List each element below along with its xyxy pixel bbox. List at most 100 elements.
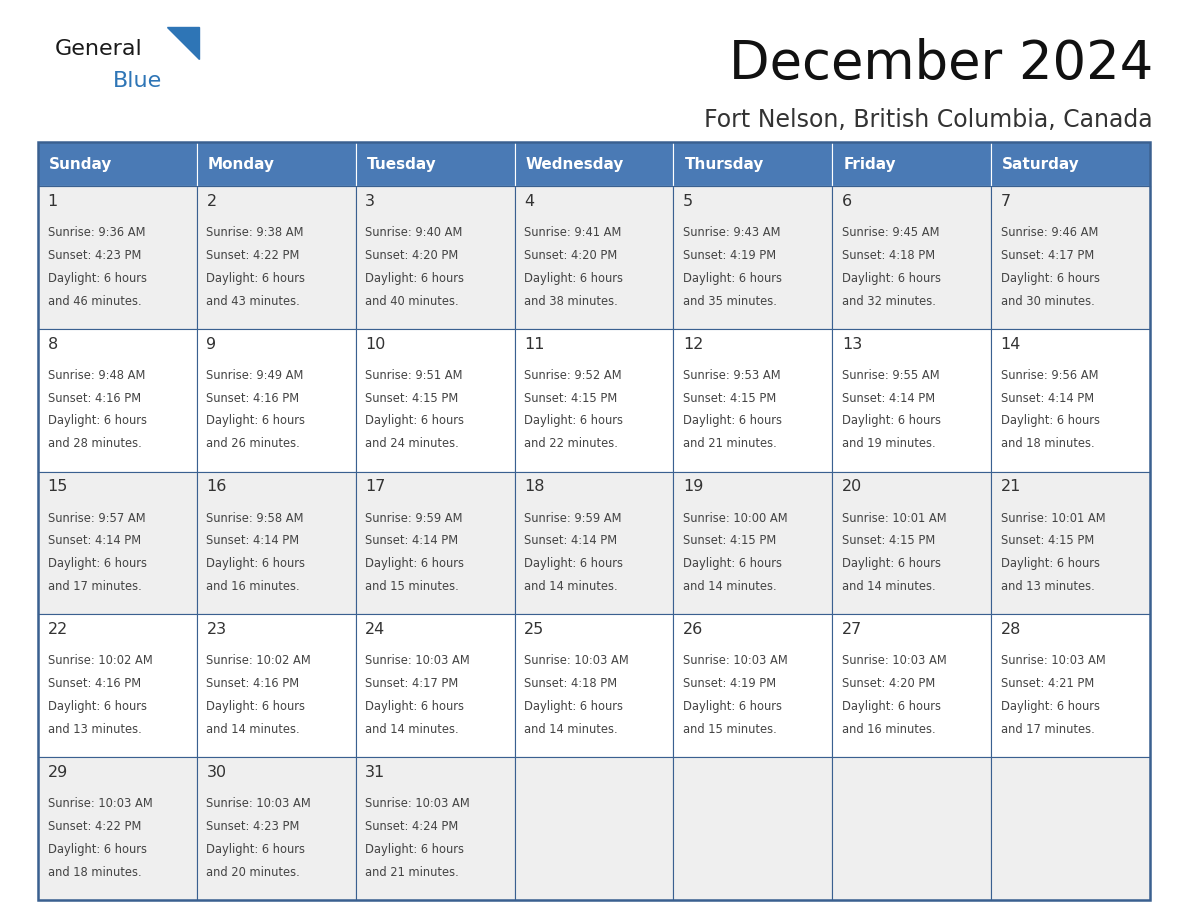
Bar (833, 142, 991, 186)
Text: and 19 minutes.: and 19 minutes. (842, 437, 935, 451)
Bar (514, 329, 674, 472)
Bar (197, 614, 355, 757)
Text: Sunset: 4:18 PM: Sunset: 4:18 PM (842, 249, 935, 262)
Text: and 14 minutes.: and 14 minutes. (524, 580, 618, 593)
Bar (197, 329, 355, 472)
Text: and 18 minutes.: and 18 minutes. (48, 866, 141, 879)
Text: and 38 minutes.: and 38 minutes. (524, 295, 618, 308)
Text: Daylight: 6 hours: Daylight: 6 hours (842, 415, 941, 428)
Text: General: General (55, 39, 143, 59)
Bar (355, 329, 514, 472)
Bar (355, 186, 514, 329)
Text: Sunrise: 9:53 AM: Sunrise: 9:53 AM (683, 369, 781, 382)
Bar (38, 614, 197, 757)
Text: Sunset: 4:22 PM: Sunset: 4:22 PM (207, 249, 299, 262)
Text: and 21 minutes.: and 21 minutes. (365, 866, 459, 879)
Text: Daylight: 6 hours: Daylight: 6 hours (524, 700, 623, 713)
Text: Daylight: 6 hours: Daylight: 6 hours (524, 272, 623, 285)
Bar (674, 329, 833, 472)
Bar (833, 186, 991, 329)
Text: Sunrise: 10:03 AM: Sunrise: 10:03 AM (48, 797, 152, 811)
Text: Sunrise: 10:03 AM: Sunrise: 10:03 AM (842, 655, 947, 667)
Text: Daylight: 6 hours: Daylight: 6 hours (1000, 272, 1100, 285)
Text: 9: 9 (207, 337, 216, 352)
Text: and 21 minutes.: and 21 minutes. (683, 437, 777, 451)
Text: Sunrise: 9:36 AM: Sunrise: 9:36 AM (48, 226, 145, 239)
Text: Sunset: 4:16 PM: Sunset: 4:16 PM (48, 392, 140, 405)
Bar (674, 472, 833, 614)
Text: 2: 2 (207, 194, 216, 209)
Text: Tuesday: Tuesday (367, 156, 436, 172)
Text: Daylight: 6 hours: Daylight: 6 hours (365, 557, 465, 570)
Text: Sunset: 4:15 PM: Sunset: 4:15 PM (365, 392, 459, 405)
Text: Daylight: 6 hours: Daylight: 6 hours (683, 272, 782, 285)
Text: Sunset: 4:20 PM: Sunset: 4:20 PM (365, 249, 459, 262)
Text: and 30 minutes.: and 30 minutes. (1000, 295, 1094, 308)
Text: Sunset: 4:19 PM: Sunset: 4:19 PM (683, 677, 776, 690)
Text: and 18 minutes.: and 18 minutes. (1000, 437, 1094, 451)
Text: Daylight: 6 hours: Daylight: 6 hours (683, 557, 782, 570)
Text: and 14 minutes.: and 14 minutes. (207, 723, 301, 736)
Text: and 15 minutes.: and 15 minutes. (683, 723, 777, 736)
Text: and 35 minutes.: and 35 minutes. (683, 295, 777, 308)
Text: and 14 minutes.: and 14 minutes. (683, 580, 777, 593)
Bar (197, 142, 355, 186)
Text: Sunrise: 9:56 AM: Sunrise: 9:56 AM (1000, 369, 1098, 382)
Text: and 13 minutes.: and 13 minutes. (1000, 580, 1094, 593)
Text: 21: 21 (1000, 479, 1020, 495)
Bar (38, 186, 197, 329)
Bar (38, 142, 1150, 900)
Text: Sunrise: 10:02 AM: Sunrise: 10:02 AM (207, 655, 311, 667)
Text: and 14 minutes.: and 14 minutes. (365, 723, 459, 736)
Text: Daylight: 6 hours: Daylight: 6 hours (524, 415, 623, 428)
Text: 24: 24 (365, 622, 385, 637)
Text: 22: 22 (48, 622, 68, 637)
Text: and 32 minutes.: and 32 minutes. (842, 295, 936, 308)
Bar (991, 186, 1150, 329)
Text: 11: 11 (524, 337, 544, 352)
Text: Sunrise: 9:46 AM: Sunrise: 9:46 AM (1000, 226, 1098, 239)
Text: 28: 28 (1000, 622, 1020, 637)
Bar (38, 757, 197, 900)
Text: December 2024: December 2024 (728, 38, 1154, 90)
Text: Sunset: 4:23 PM: Sunset: 4:23 PM (48, 249, 141, 262)
Text: Daylight: 6 hours: Daylight: 6 hours (683, 700, 782, 713)
Text: Blue: Blue (113, 71, 163, 91)
Text: Sunrise: 9:51 AM: Sunrise: 9:51 AM (365, 369, 463, 382)
Text: Daylight: 6 hours: Daylight: 6 hours (842, 700, 941, 713)
Text: and 14 minutes.: and 14 minutes. (524, 723, 618, 736)
Text: Sunset: 4:19 PM: Sunset: 4:19 PM (683, 249, 776, 262)
Bar (991, 142, 1150, 186)
Text: Sunrise: 9:57 AM: Sunrise: 9:57 AM (48, 511, 145, 524)
Text: Sunrise: 10:01 AM: Sunrise: 10:01 AM (842, 511, 947, 524)
Text: Daylight: 6 hours: Daylight: 6 hours (207, 272, 305, 285)
Text: Sunset: 4:16 PM: Sunset: 4:16 PM (48, 677, 140, 690)
Text: 14: 14 (1000, 337, 1020, 352)
Text: Sunset: 4:16 PM: Sunset: 4:16 PM (207, 392, 299, 405)
Bar (674, 186, 833, 329)
Bar (197, 472, 355, 614)
Text: Daylight: 6 hours: Daylight: 6 hours (365, 415, 465, 428)
Bar (991, 472, 1150, 614)
Bar (514, 614, 674, 757)
Text: Sunrise: 9:43 AM: Sunrise: 9:43 AM (683, 226, 781, 239)
Text: and 13 minutes.: and 13 minutes. (48, 723, 141, 736)
Text: and 17 minutes.: and 17 minutes. (1000, 723, 1094, 736)
Bar (991, 614, 1150, 757)
Bar (991, 329, 1150, 472)
Text: 18: 18 (524, 479, 544, 495)
Text: and 22 minutes.: and 22 minutes. (524, 437, 618, 451)
Text: Sunset: 4:22 PM: Sunset: 4:22 PM (48, 820, 141, 833)
Text: Daylight: 6 hours: Daylight: 6 hours (683, 415, 782, 428)
Text: Sunrise: 10:03 AM: Sunrise: 10:03 AM (683, 655, 788, 667)
Text: Sunrise: 9:45 AM: Sunrise: 9:45 AM (842, 226, 940, 239)
Bar (674, 142, 833, 186)
Text: Daylight: 6 hours: Daylight: 6 hours (207, 415, 305, 428)
Text: 20: 20 (842, 479, 862, 495)
Text: Sunset: 4:17 PM: Sunset: 4:17 PM (1000, 249, 1094, 262)
Text: Sunrise: 9:40 AM: Sunrise: 9:40 AM (365, 226, 462, 239)
Text: 1: 1 (48, 194, 58, 209)
Text: Sunrise: 10:02 AM: Sunrise: 10:02 AM (48, 655, 152, 667)
Text: 10: 10 (365, 337, 386, 352)
Text: 19: 19 (683, 479, 703, 495)
